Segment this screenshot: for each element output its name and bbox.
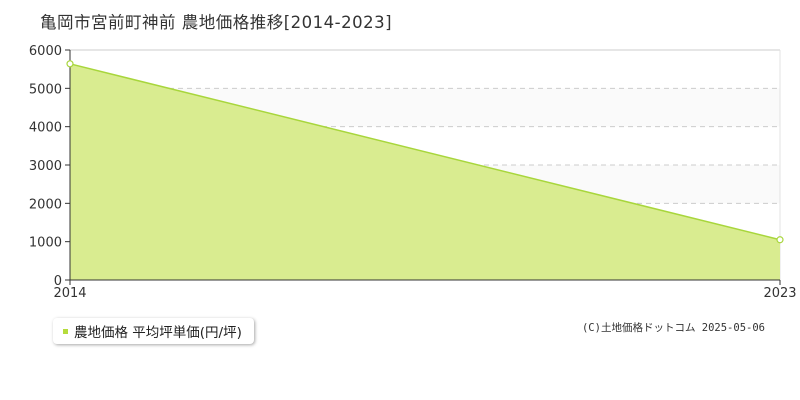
y-tick-label: 2000 [29, 197, 62, 212]
x-tick-label: 2014 [53, 286, 86, 301]
y-tick-label: 4000 [29, 121, 62, 136]
series-area [70, 63, 780, 280]
chart-title: 亀岡市宮前町神前 農地価格推移[2014-2023] [40, 13, 393, 32]
series-line [69, 63, 781, 241]
data-point [776, 236, 784, 244]
copyright-text: (C)土地価格ドットコム 2025-05-06 [581, 322, 765, 334]
y-tick-label: 1000 [29, 236, 62, 251]
y-tick-label: 3000 [29, 159, 62, 174]
chart-legend: 農地価格 平均坪単価(円/坪) [53, 318, 254, 344]
x-tick-label: 2023 [763, 286, 796, 301]
legend-label: 農地価格 平均坪単価(円/坪) [74, 325, 242, 341]
y-tick-label: 6000 [29, 44, 62, 59]
data-point [66, 60, 74, 68]
y-tick-label: 0 [54, 274, 62, 289]
y-tick-label: 5000 [29, 82, 62, 97]
legend-marker [63, 328, 68, 334]
